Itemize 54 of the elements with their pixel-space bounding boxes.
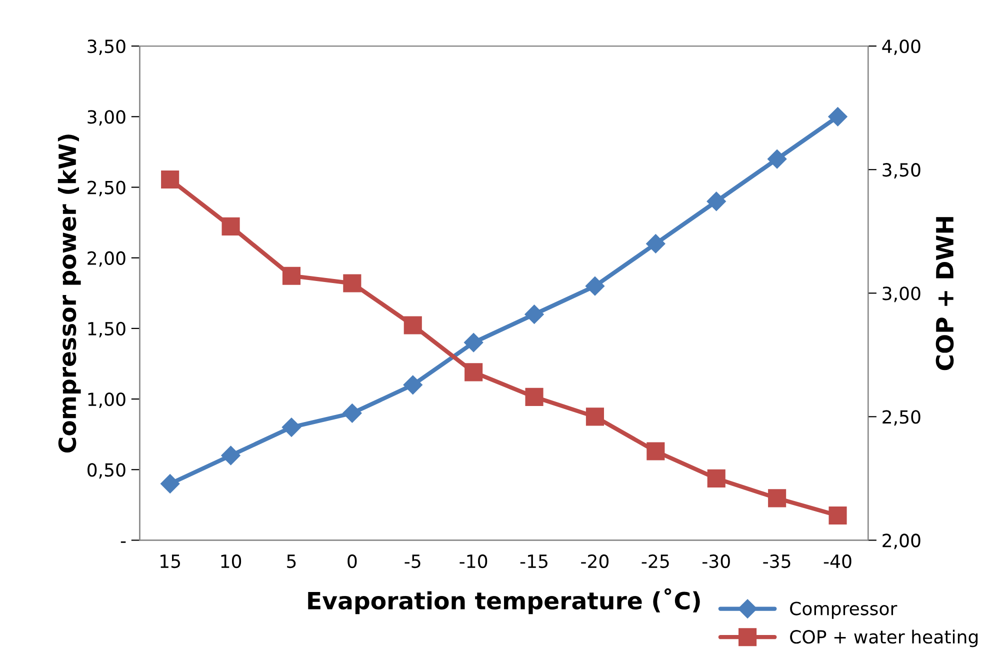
- y2-axis-title: COP + DWH: [936, 217, 954, 370]
- point: [282, 266, 301, 285]
- point: [706, 192, 726, 211]
- y-tick-label: 2,50: [88, 180, 126, 196]
- y-tick-label: 1,50: [88, 322, 126, 338]
- point: [707, 469, 726, 488]
- point: [828, 506, 847, 525]
- point: [403, 375, 422, 394]
- x-tick-label: 10: [221, 554, 242, 568]
- point: [464, 363, 483, 382]
- y-tick-label: 1,00: [88, 392, 126, 408]
- point: [646, 442, 665, 460]
- point: [343, 274, 362, 292]
- point: [282, 418, 302, 437]
- y-axis-title: Compressor power (kW): [58, 134, 81, 452]
- y-tick-label: 0,50: [88, 463, 126, 479]
- y-tick-label: -: [120, 541, 126, 543]
- y-tick-label: 3,50: [88, 40, 126, 56]
- x-tick-label: 15: [160, 554, 180, 568]
- y-tick-label: 2,00: [88, 251, 126, 267]
- point: [524, 304, 544, 324]
- x-tick-label: -30: [702, 554, 730, 568]
- x-tick-label: -10: [460, 554, 488, 568]
- point: [160, 474, 180, 494]
- point: [222, 217, 240, 236]
- x-tick-label: -40: [824, 554, 852, 568]
- legend-label: COP + water heating: [790, 630, 978, 648]
- point: [828, 107, 848, 126]
- y-tick-label: 3,00: [88, 110, 126, 126]
- x-tick-label: -5: [404, 554, 420, 568]
- point: [586, 408, 604, 426]
- x-tick-label: 5: [287, 554, 296, 568]
- point: [646, 234, 666, 254]
- point: [768, 149, 787, 169]
- y2-tick-label: 3,00: [882, 286, 920, 302]
- x-axis-title: Evaporation temperature (˚C): [308, 588, 700, 614]
- x-tick-label: 0: [348, 554, 357, 568]
- y2-tick-label: 4,00: [882, 40, 920, 56]
- point: [464, 333, 484, 352]
- y2-tick-label: 3,50: [882, 163, 920, 179]
- x-tick-label: -20: [581, 554, 609, 568]
- point: [768, 489, 786, 508]
- point: [161, 170, 180, 189]
- x-tick-label: -15: [520, 554, 548, 568]
- point: [221, 446, 240, 466]
- point: [585, 276, 605, 296]
- y2-tick-label: 2,00: [882, 534, 920, 550]
- x-tick-label: -25: [642, 554, 669, 568]
- legend-label: Compressor: [790, 602, 898, 619]
- point: [342, 404, 362, 423]
- point: [404, 316, 422, 334]
- point: [525, 388, 544, 406]
- x-tick-label: -35: [763, 554, 790, 568]
- y2-tick-label: 2,50: [882, 410, 920, 426]
